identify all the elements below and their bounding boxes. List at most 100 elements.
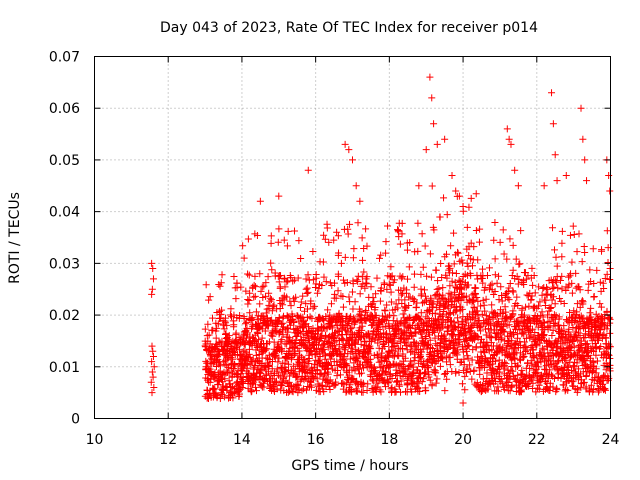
data-point bbox=[473, 333, 481, 341]
data-point bbox=[372, 290, 380, 298]
data-point bbox=[540, 182, 548, 190]
data-point bbox=[418, 299, 426, 307]
data-point bbox=[597, 343, 605, 351]
data-point bbox=[253, 315, 261, 323]
data-point bbox=[539, 373, 547, 381]
data-point bbox=[452, 347, 460, 355]
data-point bbox=[411, 342, 419, 350]
data-point bbox=[504, 337, 512, 345]
data-point bbox=[249, 283, 257, 291]
data-point bbox=[414, 219, 422, 227]
data-point bbox=[481, 283, 489, 291]
data-point bbox=[474, 256, 482, 264]
data-point bbox=[405, 362, 413, 370]
data-point bbox=[290, 297, 298, 305]
data-point bbox=[319, 324, 327, 332]
data-point bbox=[381, 307, 389, 315]
data-point bbox=[588, 368, 596, 376]
data-point bbox=[519, 354, 527, 362]
data-point bbox=[576, 332, 584, 340]
data-point bbox=[304, 305, 312, 313]
y-tick-label: 0.04 bbox=[49, 205, 80, 221]
data-point bbox=[417, 330, 425, 338]
data-point bbox=[348, 388, 356, 396]
data-point bbox=[351, 318, 359, 326]
data-point bbox=[333, 228, 341, 236]
data-point bbox=[342, 321, 350, 329]
data-point bbox=[468, 298, 476, 306]
data-point bbox=[246, 309, 254, 317]
data-point bbox=[459, 207, 467, 215]
data-point bbox=[466, 361, 474, 369]
data-point bbox=[434, 277, 442, 285]
data-point bbox=[577, 104, 585, 112]
data-point bbox=[597, 313, 605, 321]
data-point bbox=[266, 294, 274, 302]
data-point bbox=[606, 187, 614, 195]
data-point bbox=[528, 264, 536, 272]
data-point bbox=[496, 368, 504, 376]
data-point bbox=[404, 335, 412, 343]
y-axis-ticks: 0 0.01 0.02 0.03 0.04 0.05 0.06 0.07 bbox=[49, 50, 611, 428]
data-point bbox=[295, 347, 303, 355]
data-point bbox=[275, 354, 283, 362]
data-point bbox=[579, 135, 587, 143]
data-point bbox=[260, 383, 268, 391]
data-point bbox=[274, 358, 282, 366]
data-point bbox=[351, 318, 359, 326]
data-point bbox=[148, 389, 156, 397]
data-point bbox=[603, 307, 611, 315]
data-point bbox=[283, 293, 291, 301]
data-point bbox=[462, 369, 470, 377]
data-point bbox=[597, 303, 605, 311]
data-point bbox=[552, 253, 560, 261]
data-point bbox=[550, 311, 558, 319]
data-point bbox=[437, 259, 445, 267]
data-point bbox=[213, 324, 221, 332]
data-point bbox=[467, 272, 475, 280]
data-point bbox=[603, 227, 611, 235]
data-point bbox=[209, 326, 217, 334]
y-tick-label: 0.01 bbox=[49, 360, 80, 376]
data-point bbox=[268, 266, 276, 274]
data-point bbox=[531, 289, 539, 297]
data-point bbox=[148, 342, 156, 350]
data-point bbox=[330, 338, 338, 346]
data-point bbox=[333, 372, 341, 380]
data-point bbox=[494, 348, 502, 356]
data-point bbox=[321, 235, 329, 243]
data-point bbox=[331, 290, 339, 298]
data-point bbox=[552, 312, 560, 320]
data-point bbox=[490, 374, 498, 382]
data-point bbox=[395, 296, 403, 304]
data-point bbox=[422, 146, 430, 154]
data-point bbox=[528, 292, 536, 300]
data-point bbox=[215, 369, 223, 377]
data-point bbox=[286, 338, 294, 346]
data-point bbox=[587, 304, 595, 312]
data-point bbox=[247, 388, 255, 396]
data-point bbox=[420, 375, 428, 383]
data-point bbox=[413, 322, 421, 330]
data-point bbox=[556, 276, 564, 284]
data-point bbox=[332, 294, 340, 302]
data-point bbox=[356, 315, 364, 323]
data-point bbox=[432, 266, 440, 274]
data-point bbox=[575, 365, 583, 373]
data-point bbox=[301, 355, 309, 363]
data-point bbox=[270, 338, 278, 346]
data-point bbox=[479, 265, 487, 273]
data-point bbox=[477, 348, 485, 356]
data-point bbox=[382, 368, 390, 376]
data-point bbox=[490, 291, 498, 299]
data-point bbox=[590, 293, 598, 301]
data-point bbox=[465, 251, 473, 259]
data-point bbox=[570, 363, 578, 371]
data-point bbox=[586, 316, 594, 324]
data-point bbox=[218, 337, 226, 345]
data-point bbox=[527, 296, 535, 304]
data-point bbox=[544, 374, 552, 382]
data-point bbox=[221, 375, 229, 383]
data-point bbox=[426, 376, 434, 384]
data-point bbox=[204, 320, 212, 328]
